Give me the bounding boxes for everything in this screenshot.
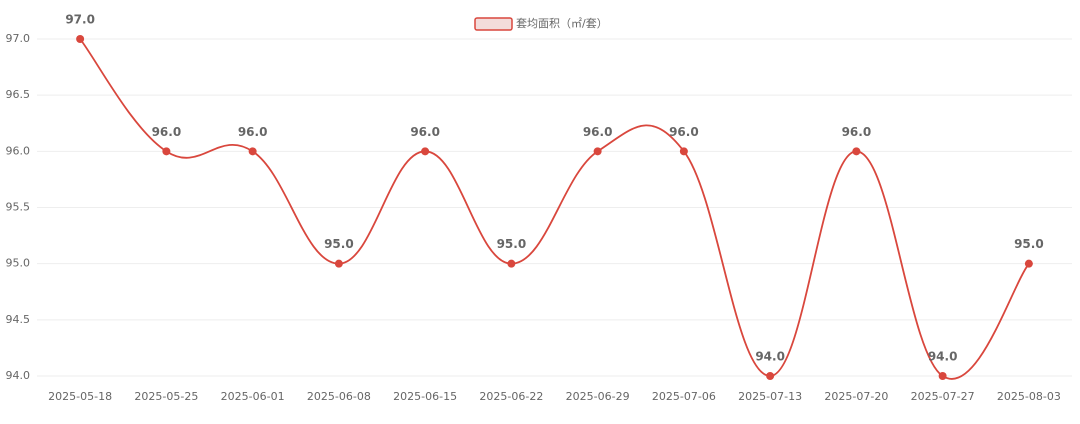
x-tick-label: 2025-07-27 xyxy=(911,390,975,403)
x-tick-label: 2025-06-22 xyxy=(479,390,543,403)
y-tick-label: 95.5 xyxy=(6,201,31,214)
point xyxy=(593,147,602,156)
y-tick-label: 97.0 xyxy=(6,32,31,45)
point xyxy=(679,147,688,156)
line xyxy=(79,38,1030,380)
legend-swatch xyxy=(474,17,513,31)
x-tick-label: 2025-07-20 xyxy=(824,390,888,403)
value-label: 96.0 xyxy=(152,125,182,139)
x-tick-label: 2025-07-06 xyxy=(652,390,716,403)
value-label: 95.0 xyxy=(324,237,354,251)
value-label: 95.0 xyxy=(497,237,527,251)
point xyxy=(938,372,947,380)
x-tick-label: 2025-06-15 xyxy=(393,390,457,403)
x-tick-label: 2025-06-08 xyxy=(307,390,371,403)
value-label: 95.0 xyxy=(1014,237,1044,251)
value-label: 94.0 xyxy=(755,350,785,364)
value-label: 96.0 xyxy=(842,125,872,139)
x-tick-label: 2025-05-25 xyxy=(134,390,198,403)
value-label: 97.0 xyxy=(65,13,95,27)
point xyxy=(852,147,861,156)
value-label: 94.0 xyxy=(928,350,958,364)
point xyxy=(766,372,775,380)
point xyxy=(1024,259,1033,268)
value-label: 96.0 xyxy=(238,125,268,139)
point xyxy=(334,259,343,268)
x-tick-label: 2025-06-01 xyxy=(221,390,285,403)
point xyxy=(421,147,430,156)
value-label: 96.0 xyxy=(669,125,699,139)
point xyxy=(248,147,257,156)
point xyxy=(507,259,516,268)
value-label: 96.0 xyxy=(410,125,440,139)
point xyxy=(76,35,85,43)
legend-label: 套均面积（㎡/套） xyxy=(516,17,608,30)
y-tick-label: 95.0 xyxy=(6,257,31,270)
x-tick-label: 2025-06-29 xyxy=(566,390,630,403)
x-tick-label: 2025-05-18 xyxy=(48,390,112,403)
y-tick-label: 96.0 xyxy=(6,144,31,157)
y-tick-label: 94.5 xyxy=(6,313,31,326)
y-tick-label: 96.5 xyxy=(6,88,31,101)
value-label: 96.0 xyxy=(583,125,613,139)
point xyxy=(162,147,171,156)
x-tick-label: 2025-07-13 xyxy=(738,390,802,403)
y-tick-label: 94.0 xyxy=(6,369,31,382)
x-tick-label: 2025-08-03 xyxy=(997,390,1061,403)
